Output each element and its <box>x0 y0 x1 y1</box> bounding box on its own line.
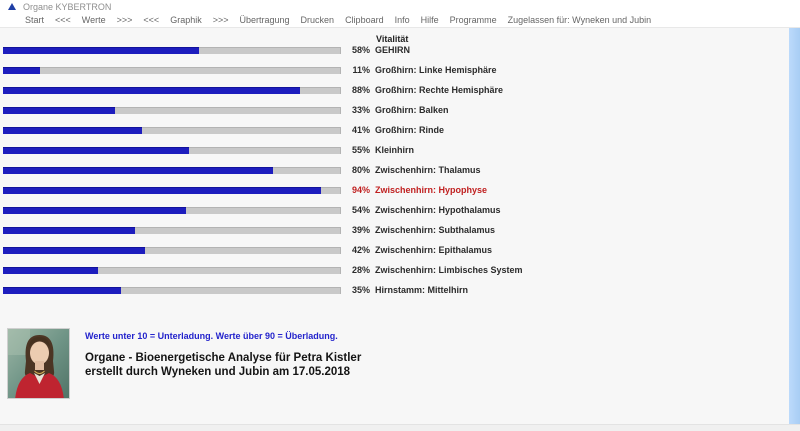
row-organ-label: Großhirn: Linke Hemisphäre <box>375 65 497 75</box>
row-organ-label: Zwischenhirn: Subthalamus <box>375 225 496 235</box>
vertical-scrollbar[interactable] <box>789 28 800 431</box>
bar-fill <box>3 227 135 234</box>
chart-row: 42% Zwischenhirn: Epithalamus <box>0 240 789 260</box>
chart-row: 28% Zwischenhirn: Limbisches System <box>0 260 789 280</box>
menu-item-0[interactable]: Start <box>25 15 45 25</box>
row-organ-label: Großhirn: Rechte Hemisphäre <box>375 85 504 95</box>
row-percentage: 55% <box>351 145 370 155</box>
bar-fill <box>3 187 321 194</box>
report-title: Organe - Bioenergetische Analyse für Pet… <box>85 351 361 379</box>
bar-track <box>3 227 341 234</box>
chart-row: 55% Kleinhirn <box>0 140 789 160</box>
bar-track <box>3 147 341 154</box>
menu-item-3[interactable]: >>> <box>116 15 133 25</box>
row-percentage: 33% <box>351 105 370 115</box>
chart-row: 11% Großhirn: Linke Hemisphäre <box>0 60 789 80</box>
app-title: Organe KYBERTRON <box>23 2 112 12</box>
report-title-line2: erstellt durch Wyneken und Jubin am 17.0… <box>85 366 351 378</box>
menu-item-9[interactable]: Clipboard <box>345 15 384 25</box>
row-organ-label: Zwischenhirn: Hypophyse <box>375 185 488 195</box>
row-organ-label: GEHIRN <box>375 45 411 55</box>
patient-photo <box>7 328 70 399</box>
menu-item-7[interactable]: Übertragung <box>239 15 290 25</box>
chart-row: 33% Großhirn: Balken <box>0 100 789 120</box>
chart-row: 58% GEHIRN <box>0 40 789 60</box>
row-organ-label: Zwischenhirn: Hypothalamus <box>375 205 501 215</box>
menu-item-12[interactable]: Programme <box>449 15 497 25</box>
chart-row: 54% Zwischenhirn: Hypothalamus <box>0 200 789 220</box>
row-organ-label: Großhirn: Rinde <box>375 125 444 135</box>
bar-track <box>3 187 341 194</box>
menu-item-11[interactable]: Hilfe <box>420 15 439 25</box>
value-legend-note: Werte unter 10 = Unterladung. Werte über… <box>85 331 338 341</box>
bar-fill <box>3 287 121 294</box>
row-percentage: 42% <box>351 245 370 255</box>
bar-track <box>3 167 341 174</box>
chart-row: 39% Zwischenhirn: Subthalamus <box>0 220 789 240</box>
bar-track <box>3 207 341 214</box>
row-organ-label: Zwischenhirn: Limbisches System <box>375 265 523 275</box>
bar-fill <box>3 47 199 54</box>
row-percentage: 28% <box>351 265 370 275</box>
menu-item-13[interactable]: Zugelassen für: Wyneken und Jubin <box>507 15 652 25</box>
menu-item-5[interactable]: Graphik <box>170 15 202 25</box>
chart-row: 94% Zwischenhirn: Hypophyse <box>0 180 789 200</box>
title-bar: Organe KYBERTRON <box>0 0 800 13</box>
bar-fill <box>3 247 145 254</box>
row-percentage: 11% <box>352 65 370 75</box>
bar-track <box>3 247 341 254</box>
row-organ-label: Kleinhirn <box>375 145 415 155</box>
bar-fill <box>3 67 40 74</box>
bar-track <box>3 87 341 94</box>
menu-bar: Start <<< Werte >>> <<< Graphik >>> Übertragung… <box>0 13 800 28</box>
chart-row: 88% Großhirn: Rechte Hemisphäre <box>0 80 789 100</box>
bar-fill <box>3 87 300 94</box>
bottom-border-band <box>0 424 800 431</box>
patient-portrait-illustration <box>8 329 69 398</box>
row-organ-label: Hirnstamm: Mittelhirn <box>375 285 469 295</box>
row-organ-label: Großhirn: Balken <box>375 105 449 115</box>
row-percentage: 54% <box>351 205 370 215</box>
row-percentage: 41% <box>351 125 370 135</box>
row-organ-label: Zwischenhirn: Epithalamus <box>375 245 493 255</box>
bar-track <box>3 267 341 274</box>
chart-row: 35% Hirnstamm: Mittelhirn <box>0 280 789 300</box>
bar-fill <box>3 127 142 134</box>
menu-item-10[interactable]: Info <box>394 15 410 25</box>
chart-column-header: Vitalität <box>376 34 409 44</box>
row-percentage: 39% <box>351 225 370 235</box>
bar-fill <box>3 207 186 214</box>
row-percentage: 88% <box>351 85 370 95</box>
bar-track <box>3 107 341 114</box>
row-organ-label: Zwischenhirn: Thalamus <box>375 165 481 175</box>
bar-track <box>3 287 341 294</box>
bar-track <box>3 47 341 54</box>
vitality-bar-chart: 58% GEHIRN 11% Großhirn: Linke Hemisphär… <box>0 40 789 300</box>
row-percentage: 35% <box>351 285 370 295</box>
menu-item-6[interactable]: >>> <box>212 15 229 25</box>
menu-item-8[interactable]: Drucken <box>300 15 335 25</box>
menu-item-4[interactable]: <<< <box>143 15 160 25</box>
bar-fill <box>3 267 98 274</box>
row-percentage: 58% <box>351 45 370 55</box>
menu-item-1[interactable]: <<< <box>55 15 71 25</box>
row-percentage: 80% <box>351 165 370 175</box>
bar-fill <box>3 167 273 174</box>
bar-fill <box>3 107 115 114</box>
menu-item-2[interactable]: Werte <box>81 15 106 25</box>
bar-track <box>3 67 341 74</box>
bar-track <box>3 127 341 134</box>
bar-fill <box>3 147 189 154</box>
chart-row: 41% Großhirn: Rinde <box>0 120 789 140</box>
app-logo-triangle-icon <box>8 3 16 10</box>
chart-row: 80% Zwischenhirn: Thalamus <box>0 160 789 180</box>
report-title-line1: Organe - Bioenergetische Analyse für Pet… <box>85 352 362 364</box>
row-percentage: 94% <box>351 185 370 195</box>
